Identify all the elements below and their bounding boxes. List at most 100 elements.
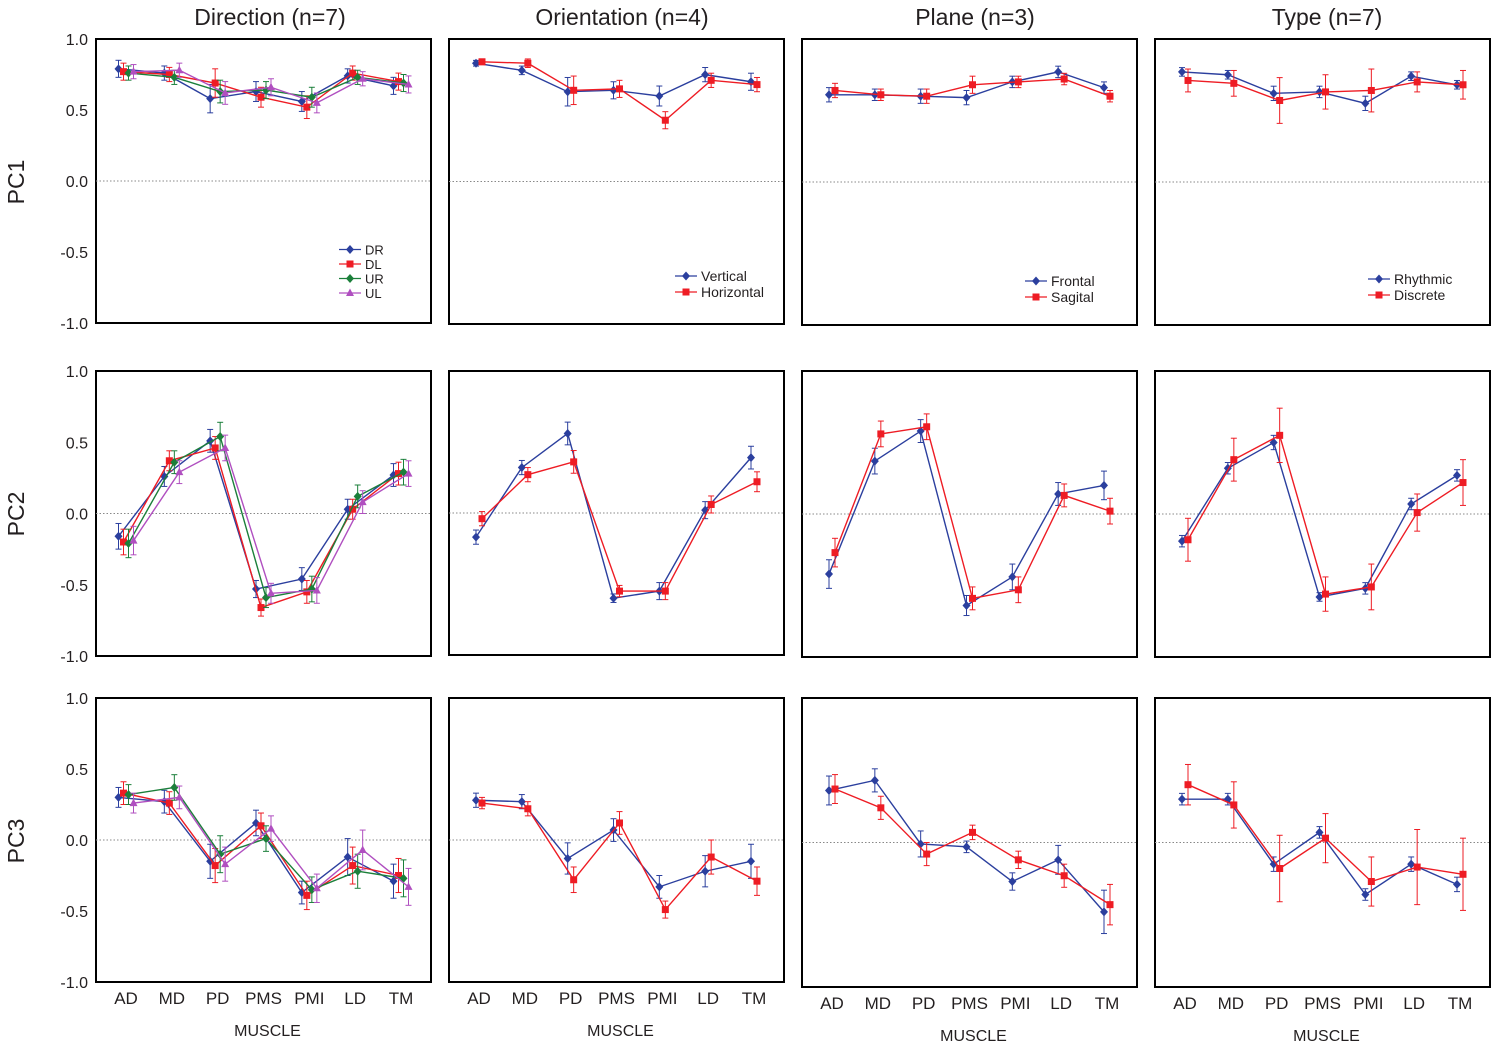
data-point-pd [923, 423, 931, 431]
series-dr [114, 59, 398, 114]
x-tick-label-md: MD [1218, 994, 1244, 1013]
data-point-md [877, 430, 885, 438]
data-point-ad [129, 67, 138, 75]
data-point-ld [353, 491, 362, 501]
data-point-tm [747, 856, 755, 866]
data-point-ad [120, 68, 127, 76]
data-point-pms [1315, 87, 1324, 97]
data-point-tm [395, 470, 402, 478]
data-point-ad [472, 532, 480, 542]
data-point-md [170, 72, 179, 82]
data-point-pms [1322, 834, 1329, 842]
data-point-ad [1178, 536, 1186, 546]
x-tick-label-pms: PMS [598, 989, 635, 1008]
data-point-tm [1459, 479, 1467, 487]
data-point-pmi [1367, 878, 1375, 886]
series-dr [114, 786, 398, 905]
data-point-md [170, 457, 179, 467]
x-tick-label-md: MD [159, 989, 185, 1008]
data-point-ad [129, 798, 138, 807]
panel-pc3-direction-n-7: 1.0 0.5 0.0 -0.5 -1.0 AD MD PD PMS PMI LD TM MUSCLE [60, 691, 432, 1040]
series-sagital [831, 413, 1114, 611]
legend-label: Discrete [1394, 287, 1446, 303]
legend-marker [346, 260, 354, 268]
series-frontal [825, 419, 1108, 617]
x-tick-label-pd: PD [206, 989, 230, 1008]
data-point-ld [353, 866, 362, 876]
data-point-ld [349, 862, 357, 870]
series-vertical [472, 58, 755, 107]
x-axis-label: MUSCLE [940, 1028, 1007, 1044]
data-point-pms [969, 828, 976, 836]
data-point-ld [701, 866, 710, 876]
x-tick-label-ld: LD [344, 989, 366, 1008]
x-axis-label: MUSCLE [587, 1023, 654, 1040]
legend-label: Frontal [1051, 273, 1095, 289]
data-point-pd [216, 849, 225, 859]
data-point-tm [399, 467, 408, 477]
data-point-pmi [312, 585, 321, 594]
legend-label: Sagital [1051, 289, 1094, 305]
data-point-md [165, 799, 173, 807]
y-tick-label: 0.5 [66, 435, 88, 452]
data-point-ld [1413, 863, 1421, 871]
data-point-md [524, 471, 532, 479]
legend-label: Horizontal [701, 284, 764, 300]
data-point-ad [831, 785, 839, 793]
series-ul [129, 785, 413, 906]
data-point-pms [267, 588, 275, 597]
series-line-sagital [834, 425, 1111, 600]
data-point-pmi [297, 574, 306, 584]
legend-item-vertical: Vertical [675, 268, 747, 284]
data-point-pmi [1367, 583, 1375, 591]
data-point-ld [1060, 872, 1068, 880]
panel-pc3-type-n-7: AD MD PD PMS PMI LD TM MUSCLE [1154, 697, 1491, 1044]
data-point-pmi [661, 906, 669, 914]
data-point-tm [1100, 83, 1108, 93]
legend-item-sagital: Sagital [1025, 289, 1094, 305]
data-point-pmi [661, 116, 669, 124]
series-rhythmic [1178, 67, 1461, 111]
data-point-ld [358, 74, 367, 82]
data-point-tm [399, 78, 408, 88]
y-tick-label: 0.5 [66, 103, 88, 120]
data-point-pms [616, 587, 623, 595]
data-point-pmi [655, 91, 664, 101]
data-point-ld [1413, 78, 1421, 86]
legend-marker [1375, 274, 1383, 284]
data-point-tm [1106, 901, 1114, 909]
legend-item-rhythmic: Rhythmic [1368, 271, 1452, 287]
legend-marker [346, 245, 354, 254]
series-line-sagital [834, 788, 1111, 906]
data-point-md [1230, 79, 1238, 87]
series-sagital [831, 72, 1114, 104]
data-point-pd [570, 876, 578, 884]
data-point-tm [1100, 480, 1108, 490]
data-point-pmi [1008, 572, 1017, 582]
data-point-ld [343, 852, 352, 862]
row-label-pc3: PC3 [3, 819, 29, 864]
data-point-pd [1276, 431, 1284, 439]
panel-pc2-plane-n-3 [801, 370, 1138, 658]
data-point-pmi [1008, 877, 1017, 887]
legend-item-horizontal: Horizontal [675, 284, 764, 300]
legend-label: Rhythmic [1394, 271, 1452, 287]
data-point-ld [358, 845, 367, 853]
y-tick-label: -1.0 [60, 316, 88, 333]
series-ur [124, 65, 408, 108]
data-point-pmi [307, 92, 316, 102]
y-tick-label: 1.0 [66, 32, 88, 49]
x-tick-label-tm: TM [1095, 994, 1120, 1013]
series-line-horizontal [481, 461, 758, 592]
y-tick-label: 0.0 [66, 174, 88, 191]
data-point-tm [395, 78, 402, 86]
column-title-type: Type (n=7) [1272, 4, 1383, 30]
data-point-ad [472, 795, 480, 805]
legend-marker [1375, 291, 1383, 299]
data-point-tm [1100, 907, 1108, 917]
data-point-md [170, 782, 179, 792]
legend-marker [346, 274, 354, 283]
